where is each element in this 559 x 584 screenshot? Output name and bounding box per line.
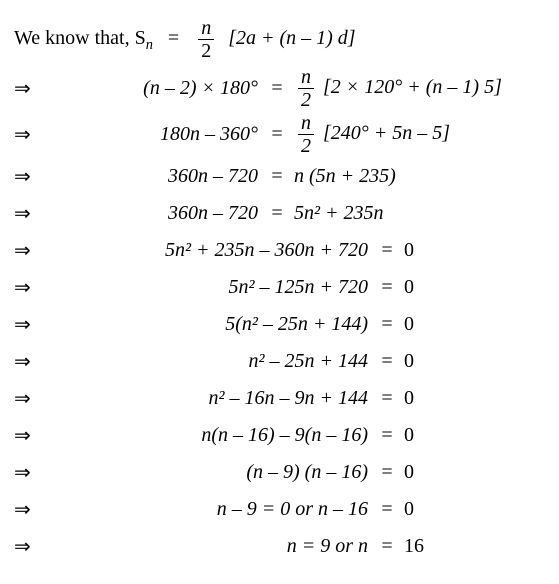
rhs: 0 [398,239,474,262]
eq: = [266,77,288,100]
step-line: ⇒ 360n – 720 = n (5n + 235) [14,159,545,193]
eq: = [266,123,288,146]
rhs: 0 [398,387,474,410]
eq: = [266,202,288,225]
rhs-tail: [2 × 120° + (n – 1) 5] [323,76,502,98]
frac-den: 2 [298,89,314,110]
implies-icon: ⇒ [14,164,48,189]
step-line: ⇒ n – 9 = 0 or n – 16 = 0 [14,492,545,526]
step-line: ⇒ n(n – 16) – 9(n – 16) = 0 [14,418,545,452]
step-line: ⇒ 5(n² – 25n + 144) = 0 [14,307,545,341]
step-line: ⇒ 5n² + 235n – 360n + 720 = 0 [14,233,545,267]
lhs: 180n – 360° [48,123,266,146]
frac-num: n [298,113,314,135]
implies-icon: ⇒ [14,76,48,101]
lhs: 360n – 720 [48,165,266,188]
lhs: 5n² – 125n + 720 [48,276,376,299]
eq: = [376,276,398,299]
frac-num: n [298,67,314,89]
step-line: ⇒ n² – 25n + 144 = 0 [14,344,545,378]
rhs-tail: [240° + 5n – 5] [323,122,450,144]
lhs: (n – 2) × 180° [48,77,266,100]
lhs: (n – 9) (n – 16) [48,461,376,484]
lhs: n = 9 or n [48,535,376,558]
implies-icon: ⇒ [14,275,48,300]
lhs: 360n – 720 [48,202,266,225]
step-line: ⇒ n² – 16n – 9n + 144 = 0 [14,381,545,415]
rhs: 0 [398,276,474,299]
step-line: ⇒ n = 9 or n = 16 [14,529,545,563]
frac-den: 2 [298,135,314,156]
eq: = [376,535,398,558]
lhs: n² – 16n – 9n + 144 [48,387,376,410]
eq: = [376,239,398,262]
step-line: ⇒ 360n – 720 = 5n² + 235n [14,196,545,230]
lhs: n – 9 = 0 or n – 16 [48,498,376,521]
rhs: 16 [398,535,474,558]
step-line: ⇒ 180n – 360° = n 2 [240° + 5n – 5] [14,113,545,156]
implies-icon: ⇒ [14,460,48,485]
lhs: n² – 25n + 144 [48,350,376,373]
implies-icon: ⇒ [14,201,48,226]
eq: = [266,165,288,188]
rhs: 0 [398,498,474,521]
intro-sub: n [146,37,153,53]
rhs: n (5n + 235) [288,165,545,188]
eq: = [376,461,398,484]
intro-left: We know that, Sn = n 2 [2a + (n – 1) d] [14,18,545,61]
rhs: n 2 [240° + 5n – 5] [288,113,545,156]
frac: n 2 [298,113,314,156]
eq: = [376,313,398,336]
rhs: 0 [398,424,474,447]
intro-frac: n 2 [198,18,214,61]
implies-icon: ⇒ [14,386,48,411]
rhs: n 2 [2 × 120° + (n – 1) 5] [288,67,545,110]
implies-icon: ⇒ [14,534,48,559]
intro-frac-den: 2 [198,40,214,61]
intro-eq: = [168,27,179,49]
intro-line: We know that, Sn = n 2 [2a + (n – 1) d] [14,18,545,61]
implies-icon: ⇒ [14,122,48,147]
intro-bracket: [2a + (n – 1) d] [228,27,355,49]
implies-icon: ⇒ [14,349,48,374]
eq: = [376,387,398,410]
intro-frac-num: n [198,18,214,40]
lhs: n(n – 16) – 9(n – 16) [48,424,376,447]
implies-icon: ⇒ [14,238,48,263]
frac: n 2 [298,67,314,110]
rhs: 0 [398,461,474,484]
eq: = [376,350,398,373]
eq: = [376,498,398,521]
step-line: ⇒ 5n² – 125n + 720 = 0 [14,270,545,304]
lhs: 5(n² – 25n + 144) [48,313,376,336]
rhs: 0 [398,350,474,373]
implies-icon: ⇒ [14,423,48,448]
step-line: ⇒ (n – 2) × 180° = n 2 [2 × 120° + (n – … [14,67,545,110]
implies-icon: ⇒ [14,312,48,337]
implies-icon: ⇒ [14,497,48,522]
rhs: 0 [398,313,474,336]
intro-prefix: We know that, S [14,27,146,49]
rhs: 5n² + 235n [288,202,545,225]
eq: = [376,424,398,447]
step-line: ⇒ (n – 9) (n – 16) = 0 [14,455,545,489]
lhs: 5n² + 235n – 360n + 720 [48,239,376,262]
